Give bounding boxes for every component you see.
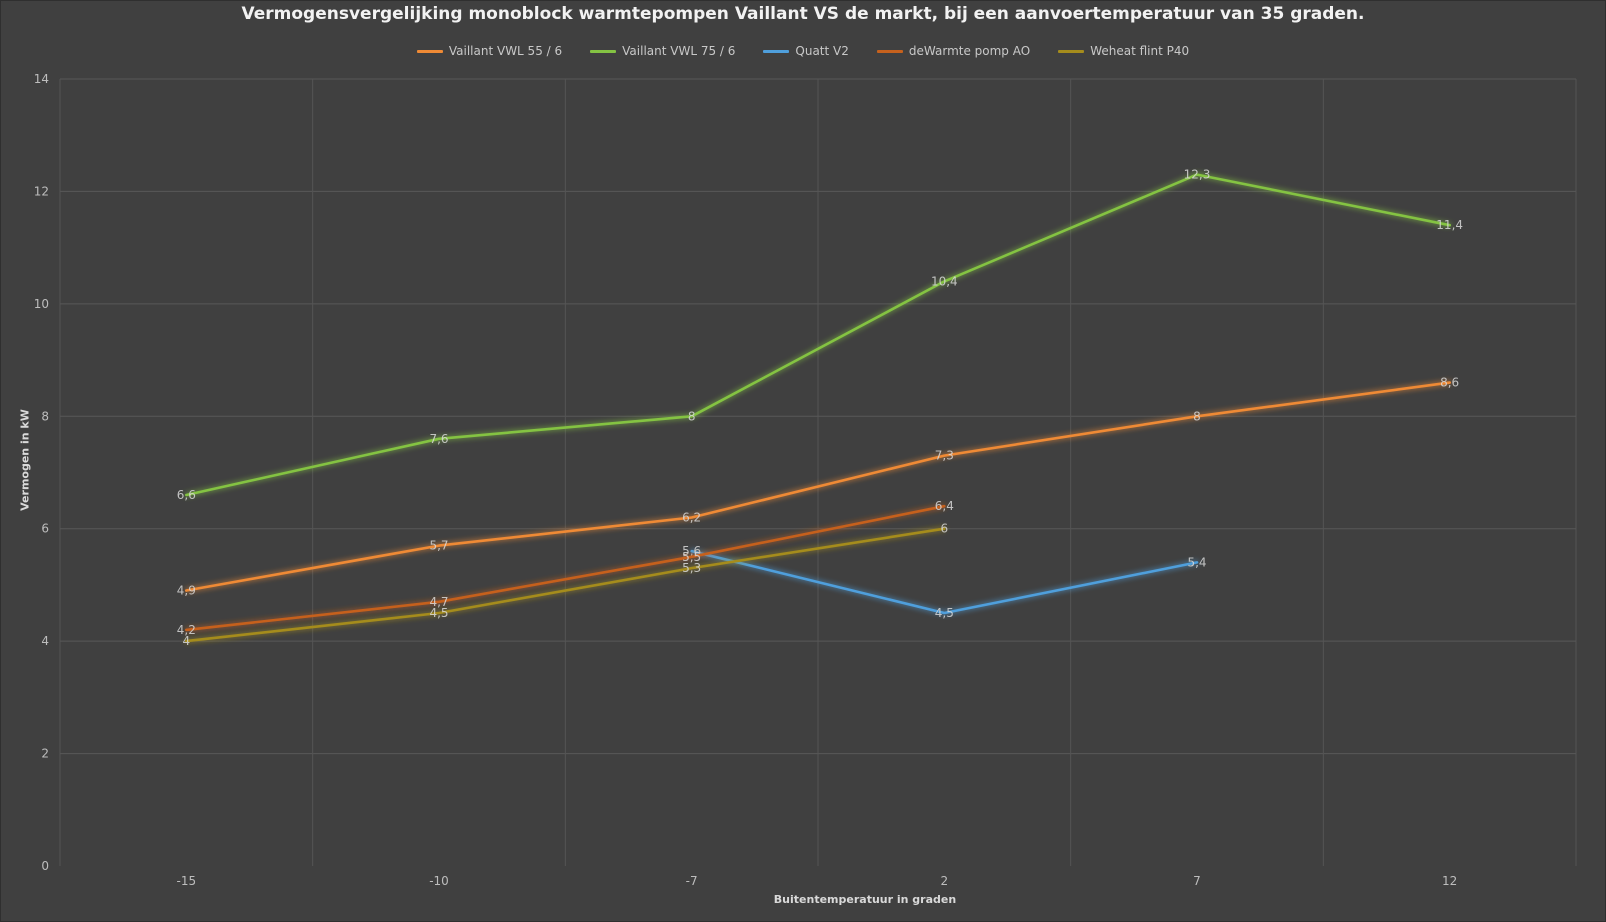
series-line-2 [690, 549, 1199, 615]
y-tick-label: 6 [41, 522, 49, 536]
legend-item: Weheat flint P40 [1058, 44, 1189, 58]
y-tick-label: 2 [41, 747, 49, 761]
data-label: 6,4 [935, 499, 954, 513]
y-tick-label: 4 [41, 634, 49, 648]
x-axis-label: Buitentemperatuur in graden [773, 893, 957, 906]
legend-item: Vaillant VWL 55 / 6 [416, 44, 563, 58]
data-label: 5,5 [682, 550, 701, 564]
data-label: 6,6 [177, 488, 196, 502]
y-tick-label: 10 [34, 297, 49, 311]
data-label: 8 [1193, 409, 1201, 423]
series-line-1 [185, 173, 1451, 497]
data-label: 4,2 [177, 623, 196, 637]
data-label: 6,2 [682, 510, 701, 524]
legend-label: Vaillant VWL 55 / 6 [448, 44, 563, 58]
series-line-3 [185, 504, 946, 632]
x-tick-label: 2 [941, 874, 949, 888]
data-label: 11,4 [1436, 218, 1463, 232]
legend-label: Quatt V2 [795, 44, 849, 58]
x-tick-label: 7 [1193, 874, 1201, 888]
x-tick-label: -15 [177, 874, 197, 888]
data-label: 6 [941, 522, 949, 536]
legend: Vaillant VWL 55 / 6 Vaillant VWL 75 / 6 Qu… [0, 44, 1606, 58]
legend-swatch [876, 49, 903, 53]
y-tick-label: 0 [41, 859, 49, 873]
legend-label: deWarmte pomp AO [908, 44, 1031, 58]
data-label: 12,3 [1184, 168, 1211, 182]
legend-item: deWarmte pomp AO [876, 44, 1031, 58]
series-line-0 [185, 381, 1451, 592]
data-label: 4,5 [429, 606, 448, 620]
data-label: 5,4 [1187, 555, 1206, 569]
data-label: 4,9 [177, 584, 196, 598]
legend-swatch [416, 49, 443, 53]
legend-item: Vaillant VWL 75 / 6 [590, 44, 735, 58]
legend-label: Vaillant VWL 75 / 6 [622, 44, 736, 58]
data-label: 7,3 [935, 449, 954, 463]
legend-label: Weheat flint P40 [1090, 44, 1190, 58]
y-tick-label: 14 [34, 72, 49, 86]
data-label: 4 [183, 634, 191, 648]
legend-swatch [1058, 49, 1085, 53]
chart-title: Vermogensvergelijking monoblock warmtepo… [241, 4, 1365, 24]
data-label: 4,5 [935, 606, 954, 620]
x-tick-label: -7 [686, 874, 698, 888]
data-label: 5,3 [682, 561, 701, 575]
x-tick-label: 12 [1442, 874, 1457, 888]
data-label: 5,7 [429, 539, 448, 553]
legend-item: Quatt V2 [763, 44, 849, 58]
legend-swatch [590, 49, 617, 53]
series-line-4 [185, 527, 946, 643]
y-axis-label: Vermogen in kW [18, 409, 32, 511]
data-label: 8 [688, 409, 696, 423]
legend-swatch [763, 49, 790, 53]
data-label: 7,6 [429, 432, 448, 446]
data-label: 4,7 [429, 595, 448, 609]
data-label: 10,4 [931, 274, 958, 288]
x-tick-label: -10 [429, 874, 449, 888]
y-tick-label: 12 [34, 184, 49, 198]
y-tick-label: 8 [41, 409, 49, 423]
data-label: 8,6 [1440, 376, 1459, 390]
